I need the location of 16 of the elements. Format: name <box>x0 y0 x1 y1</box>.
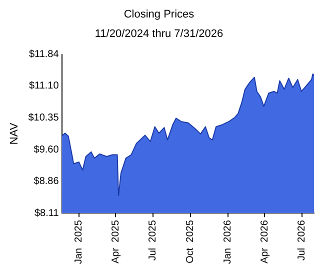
x-tick-label: Apr 2025 <box>110 220 122 264</box>
y-tick-label: $8.11 <box>34 208 60 219</box>
x-tick-label: Oct 2025 <box>185 220 196 264</box>
y-axis-title: NAV <box>8 122 21 145</box>
x-tick-label: Jul 2025 <box>148 220 159 261</box>
x-tick-label: Jan 2025 <box>74 220 85 264</box>
x-tick-label: Jul 2026 <box>296 220 308 261</box>
y-tick-label: $8.86 <box>34 176 60 187</box>
y-tick-label: $10.35 <box>28 112 60 124</box>
y-tick-label: $11.84 <box>28 49 60 60</box>
y-tick-label: $9.60 <box>34 144 60 156</box>
y-tick-label: $11.10 <box>28 80 60 92</box>
x-tick-label: Jan 2026 <box>222 220 234 264</box>
x-tick-label: Apr 2026 <box>259 220 270 264</box>
chart-subtitle: 11/20/2024 thru 7/31/2026 <box>94 28 224 40</box>
chart-title: Closing Prices <box>124 8 195 21</box>
